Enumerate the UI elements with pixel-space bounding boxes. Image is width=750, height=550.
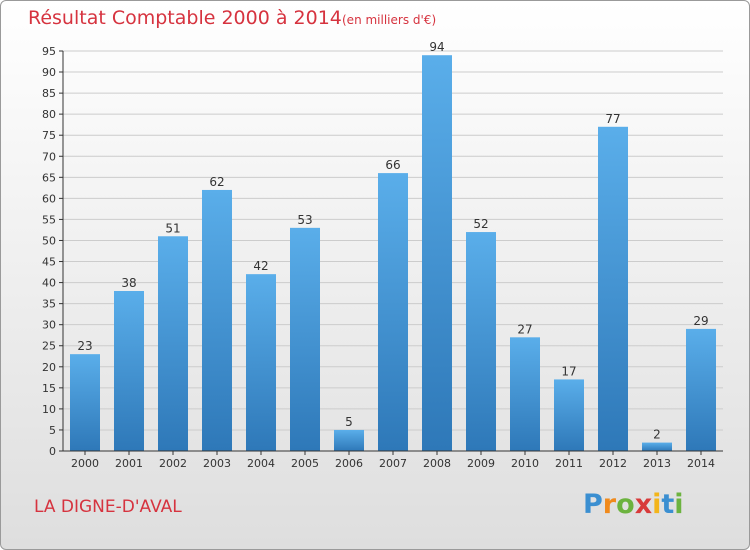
x-tick-label-2000: 2000	[71, 457, 99, 470]
x-tick-label-2011: 2011	[555, 457, 583, 470]
x-tick-label-2001: 2001	[115, 457, 143, 470]
labels: 0510152025303540455055606570758085909523…	[42, 40, 715, 470]
x-tick-label-2012: 2012	[599, 457, 627, 470]
value-label-2014: 29	[693, 314, 708, 328]
value-label-2010: 27	[517, 322, 532, 336]
bar-2004	[246, 274, 276, 451]
commune-name: LA DIGNE-D'AVAL	[34, 497, 182, 517]
x-tick-label-2004: 2004	[247, 457, 275, 470]
value-label-2005: 53	[297, 213, 312, 227]
x-tick-label-2009: 2009	[467, 457, 495, 470]
x-tick-label-2010: 2010	[511, 457, 539, 470]
bars	[70, 55, 716, 452]
value-label-2004: 42	[253, 259, 268, 273]
chart-subtitle: (en milliers d'€)	[342, 13, 437, 27]
y-tick-label: 85	[42, 87, 56, 100]
x-tick-label-2006: 2006	[335, 457, 363, 470]
y-tick-label: 75	[42, 129, 56, 142]
axes	[59, 50, 723, 455]
x-tick-label-2002: 2002	[159, 457, 187, 470]
y-tick-label: 35	[42, 298, 56, 311]
bar-2008	[422, 55, 452, 452]
y-tick-label: 0	[49, 445, 56, 458]
x-tick-label-2014: 2014	[687, 457, 715, 470]
y-tick-label: 40	[42, 277, 56, 290]
y-tick-label: 20	[42, 361, 56, 374]
y-tick-label: 95	[42, 45, 56, 58]
bar-2012	[598, 126, 628, 451]
value-label-2008: 94	[429, 40, 444, 54]
y-tick-label: 5	[49, 424, 56, 437]
bar-2005	[290, 227, 320, 451]
y-tick-label: 50	[42, 234, 56, 247]
bar-2011	[554, 379, 584, 451]
bar-2003	[202, 189, 232, 451]
y-tick-label: 80	[42, 108, 56, 121]
y-tick-label: 65	[42, 171, 56, 184]
x-tick-label-2007: 2007	[379, 457, 407, 470]
value-label-2003: 62	[209, 175, 224, 189]
bar-2001	[114, 291, 144, 451]
bar-2014	[686, 328, 716, 451]
y-tick-label: 60	[42, 192, 56, 205]
bar-2009	[466, 232, 496, 451]
value-label-2006: 5	[345, 415, 353, 429]
bar-2007	[378, 173, 408, 451]
y-tick-label: 25	[42, 340, 56, 353]
value-label-2011: 17	[561, 364, 576, 378]
y-tick-label: 90	[42, 66, 56, 79]
bar-2002	[158, 236, 188, 451]
y-tick-label: 45	[42, 256, 56, 269]
value-label-2002: 51	[165, 221, 180, 235]
chart-title: Résultat Comptable 2000 à 2014	[28, 7, 342, 29]
value-label-2000: 23	[77, 339, 92, 353]
y-tick-label: 55	[42, 213, 56, 226]
y-tick-label: 10	[42, 403, 56, 416]
bar-2006	[334, 429, 364, 451]
x-tick-label-2008: 2008	[423, 457, 451, 470]
y-tick-label: 30	[42, 319, 56, 332]
y-tick-label: 15	[42, 382, 56, 395]
value-label-2013: 2	[653, 428, 661, 442]
value-label-2007: 66	[385, 158, 400, 172]
bar-2010	[510, 337, 540, 451]
bar-2000	[70, 354, 100, 451]
value-label-2001: 38	[121, 276, 136, 290]
value-label-2012: 77	[605, 112, 620, 126]
proxiti-logo: Proxiti	[583, 489, 684, 520]
x-tick-label-2005: 2005	[291, 457, 319, 470]
value-label-2009: 52	[473, 217, 488, 231]
bar-2013	[642, 442, 672, 451]
x-tick-label-2003: 2003	[203, 457, 231, 470]
x-tick-label-2013: 2013	[643, 457, 671, 470]
y-tick-label: 70	[42, 150, 56, 163]
